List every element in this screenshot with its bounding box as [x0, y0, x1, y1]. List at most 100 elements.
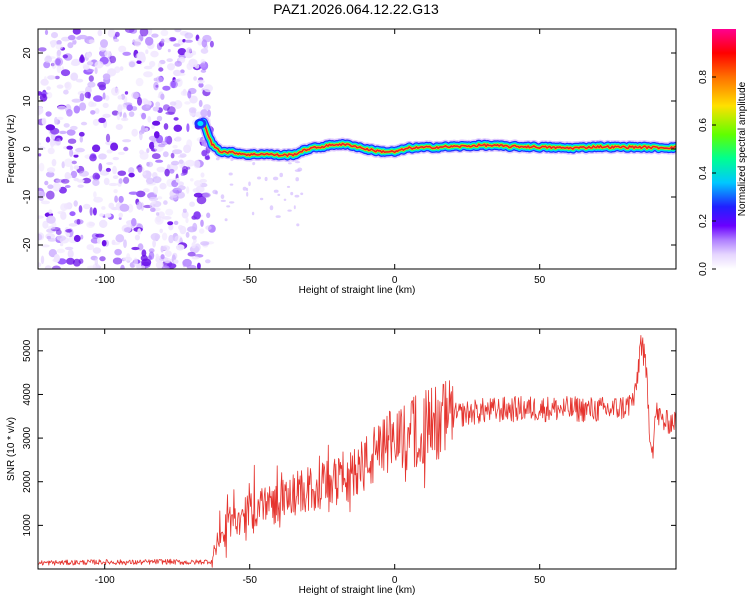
noise-blob: [177, 185, 186, 191]
noise-blob: [178, 159, 184, 165]
noise-blob: [108, 182, 118, 187]
noise-blob: [286, 185, 291, 188]
noise-blob: [38, 106, 44, 115]
noise-blob: [191, 242, 196, 249]
y-tick-label: 20: [22, 47, 33, 59]
noise-blob: [140, 125, 145, 134]
noise-blob: [155, 101, 161, 108]
noise-blob: [108, 202, 115, 209]
noise-blob: [110, 142, 119, 151]
noise-blob: [39, 93, 48, 102]
noise-blob: [60, 203, 68, 212]
noise-blob: [89, 154, 97, 162]
noise-blob: [294, 194, 300, 198]
noise-blob: [228, 172, 233, 176]
noise-blob: [76, 218, 81, 225]
noise-blob: [200, 172, 205, 178]
noise-blob: [173, 79, 181, 82]
noise-blob: [132, 39, 136, 46]
noise-blob: [145, 104, 151, 109]
noise-blob: [120, 264, 125, 269]
noise-blob: [75, 147, 85, 153]
noise-blob: [104, 50, 112, 58]
noise-blob: [173, 100, 183, 109]
noise-blob: [46, 190, 55, 200]
noise-blob: [166, 58, 173, 62]
noise-blob: [121, 117, 129, 122]
noise-blob: [186, 186, 190, 194]
noise-blob: [94, 66, 98, 75]
noise-blob: [259, 197, 264, 201]
noise-blob: [142, 171, 147, 176]
noise-blob: [99, 213, 104, 217]
noise-blob: [102, 113, 111, 118]
noise-blob: [156, 115, 163, 122]
noise-blob: [141, 258, 152, 267]
noise-blob: [103, 177, 110, 186]
noise-blob: [101, 206, 106, 210]
noise-blob: [153, 186, 159, 195]
noise-blob: [163, 123, 169, 130]
noise-blob: [204, 155, 211, 161]
noise-blob: [94, 257, 99, 266]
noise-blob: [176, 72, 186, 76]
noise-blob: [150, 233, 161, 241]
noise-blob: [153, 81, 159, 91]
noise-blob: [88, 101, 95, 108]
noise-blob: [194, 243, 201, 252]
noise-blob: [177, 181, 184, 186]
noise-blob: [66, 129, 76, 136]
snr-y-ticks: 1000 2000 3000 4000 5000: [22, 339, 676, 536]
snr-x-label: Height of straight line (km): [299, 585, 416, 596]
noise-blob: [58, 186, 67, 194]
y-tick-label: -20: [22, 237, 33, 252]
noise-blob: [156, 215, 162, 223]
noise-blob: [84, 91, 91, 99]
noise-blob: [273, 189, 279, 193]
noise-blob: [72, 39, 77, 45]
noise-blob: [139, 131, 143, 141]
noise-blob: [114, 195, 118, 203]
noise-blob: [66, 145, 73, 150]
noise-blob: [186, 47, 192, 54]
noise-blob: [187, 90, 192, 99]
noise-blob: [182, 208, 187, 213]
noise-blob: [119, 104, 127, 110]
noise-blob: [77, 34, 88, 40]
noise-blob: [182, 258, 192, 267]
noise-blob: [100, 39, 108, 48]
noise-blob: [164, 168, 170, 177]
noise-blob: [93, 196, 103, 203]
noise-blob: [82, 177, 92, 184]
noise-blob: [160, 245, 164, 253]
noise-blob: [148, 196, 159, 202]
noise-blob: [46, 167, 56, 173]
noise-blob: [170, 160, 180, 166]
noise-blob: [38, 153, 42, 157]
y-tick-label: 0: [22, 146, 33, 152]
x-tick-label: 0: [392, 275, 398, 286]
noise-blob: [55, 43, 64, 50]
noise-blob: [173, 43, 181, 47]
noise-blob: [251, 211, 255, 216]
noise-blob: [203, 84, 213, 93]
noise-blob: [48, 209, 53, 215]
noise-blob: [185, 159, 196, 167]
noise-blob: [172, 144, 178, 149]
noise-blob: [112, 165, 117, 175]
noise-blob: [128, 172, 135, 178]
noise-blob: [168, 234, 174, 244]
noise-blob: [47, 225, 56, 230]
noise-blob: [80, 121, 88, 126]
noise-blob: [94, 108, 100, 114]
noise-blob: [123, 227, 132, 233]
noise-blob: [41, 244, 50, 248]
noise-blob: [161, 232, 168, 241]
noise-blob: [143, 65, 153, 70]
noise-blob: [64, 158, 73, 167]
noise-blob: [192, 222, 198, 232]
noise-blob: [182, 88, 187, 95]
noise-blob: [172, 149, 183, 155]
noise-blob: [277, 193, 281, 196]
noise-blob: [164, 136, 170, 143]
